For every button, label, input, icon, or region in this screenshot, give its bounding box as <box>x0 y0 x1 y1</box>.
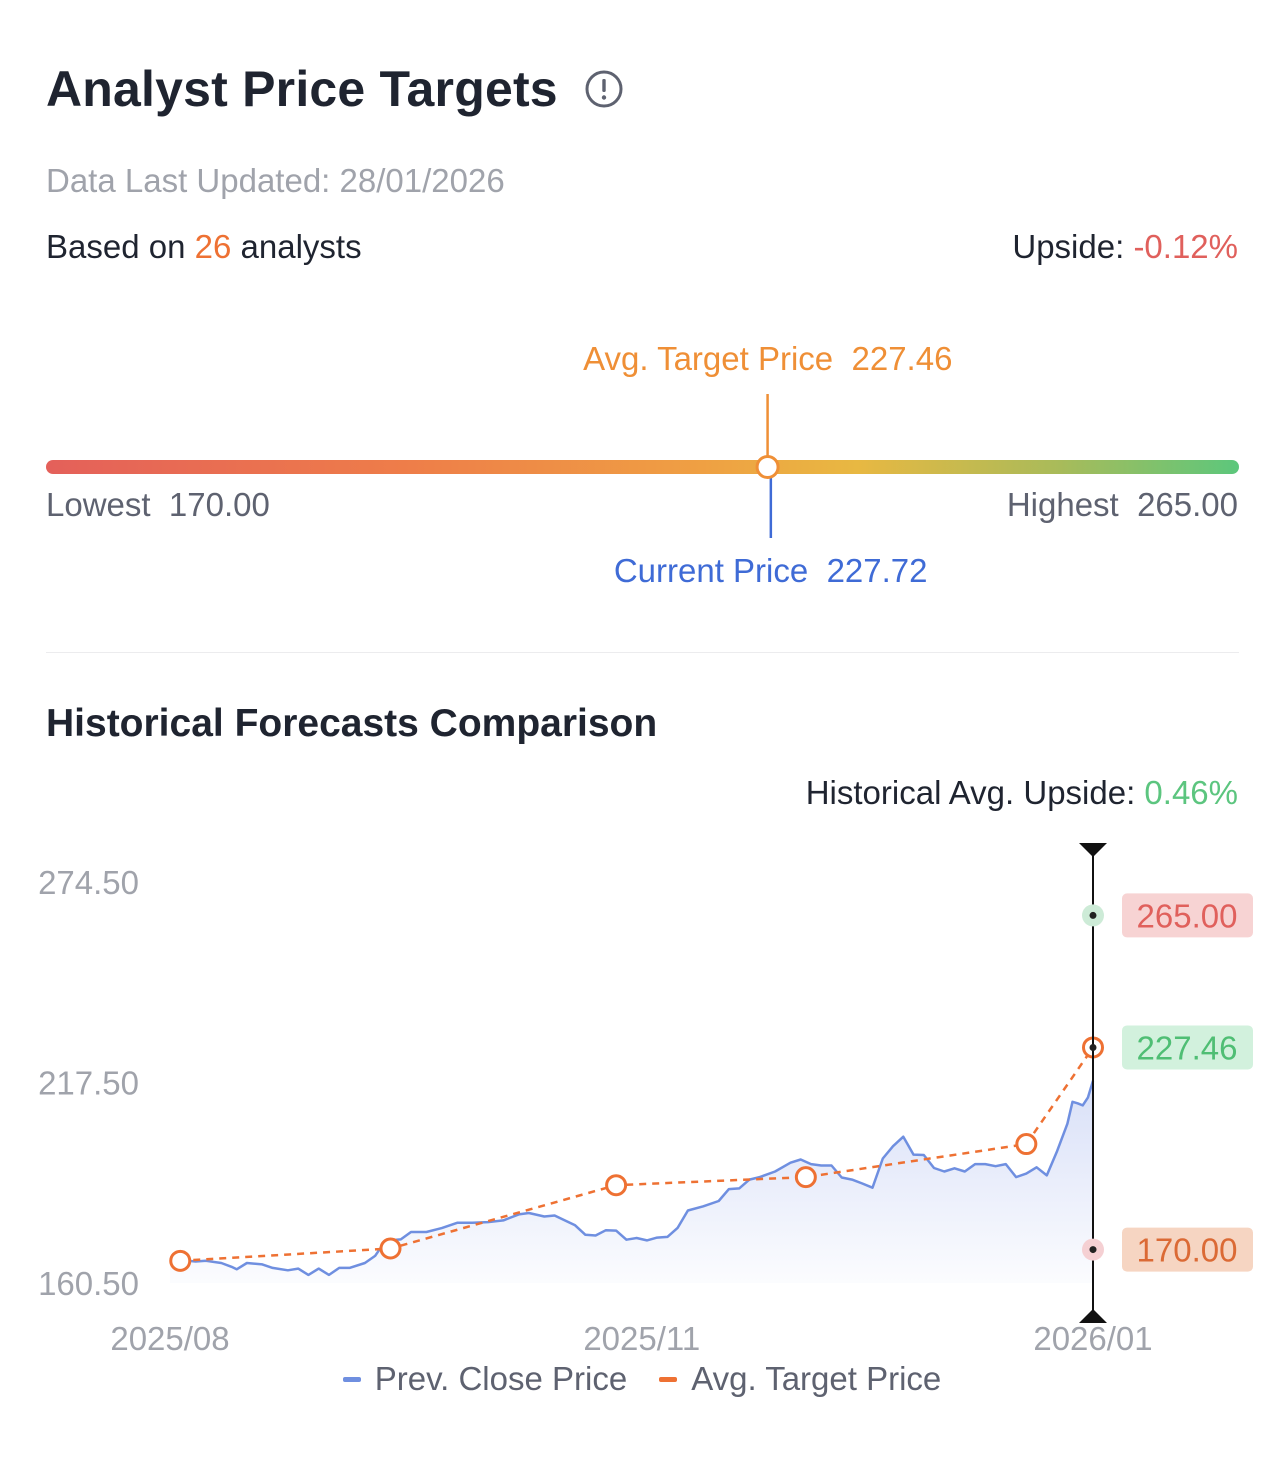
x-tick-label: 2025/11 <box>583 1320 700 1357</box>
page-title: Analyst Price Targets <box>46 61 558 117</box>
historical-section-title: Historical Forecasts Comparison <box>46 702 658 745</box>
avg-target-point[interactable] <box>1015 1133 1038 1156</box>
avg-target-label: Avg. Target Price 227.46 <box>583 340 952 378</box>
low-target-badge-text: 170.00 <box>1137 1232 1238 1269</box>
info-icon[interactable] <box>584 69 624 109</box>
title-row: Analyst Price Targets <box>46 60 624 118</box>
highest-target-label: Highest 265.00 <box>1007 486 1238 524</box>
section-divider <box>46 652 1239 653</box>
crosshair-top-handle[interactable] <box>1079 843 1107 857</box>
range-marker-dot-layer <box>755 455 780 479</box>
high-target-dot <box>1089 911 1097 919</box>
historical-upside-text: Historical Avg. Upside: 0.46% <box>806 774 1238 812</box>
lowest-value: 170.00 <box>168 486 270 523</box>
avg-target-latest-dot <box>1089 1043 1097 1051</box>
avg-target-point[interactable] <box>605 1174 628 1197</box>
analyst-count-text: Based on 26 analysts <box>46 228 362 266</box>
highest-value: 265.00 <box>1137 486 1238 523</box>
highest-title: Highest <box>1006 486 1119 523</box>
current-price-label: Current Price 227.72 <box>614 552 928 590</box>
last-updated-text: Data Last Updated: 28/01/2026 <box>46 162 505 199</box>
current-price-title: Current Price <box>613 552 809 589</box>
legend-swatch-prev-close <box>342 1376 361 1382</box>
close-price-area <box>170 1080 1093 1283</box>
lowest-target-label: Lowest 170.00 <box>46 486 270 524</box>
avg-target-point[interactable] <box>379 1237 402 1260</box>
avg-target-marker <box>755 455 780 479</box>
avg-target-title: Avg. Target Price <box>583 340 834 377</box>
avg-target-badge-bg <box>1122 1025 1253 1070</box>
y-tick-label: 160.50 <box>38 1265 139 1302</box>
upside-label: Upside: <box>1012 228 1134 265</box>
high-target-badge-bg <box>1122 893 1253 938</box>
chart-legend: Prev. Close Price Avg. Target Price <box>0 1360 1284 1398</box>
legend-label-prev-close: Prev. Close Price <box>374 1360 628 1397</box>
avg-target-badge-text: 227.46 <box>1137 1029 1238 1066</box>
x-tick-label: 2025/08 <box>110 1320 229 1357</box>
legend-item-prev-close[interactable]: Prev. Close Price <box>342 1360 628 1398</box>
crosshair-bottom-handle[interactable] <box>1079 1309 1107 1323</box>
based-suffix: analysts <box>231 228 362 265</box>
historical-upside-label: Historical Avg. Upside: <box>805 774 1145 811</box>
upside-text: Upside: -0.12% <box>1012 228 1238 266</box>
y-tick-label: 274.50 <box>38 864 139 901</box>
avg-target-line <box>180 1046 1095 1263</box>
upside-value: -0.12% <box>1133 228 1238 265</box>
avg-target-point[interactable] <box>794 1166 817 1189</box>
x-tick-label: 2026/01 <box>1033 1320 1152 1357</box>
low-target-badge-bg <box>1122 1227 1253 1272</box>
based-prefix: Based on <box>46 228 195 265</box>
historical-upside-value: 0.46% <box>1144 774 1238 811</box>
avg-target-value: 227.46 <box>851 340 953 377</box>
price-range-bar <box>46 460 1239 474</box>
close-price-line <box>169 1080 1095 1277</box>
avg-target-point[interactable] <box>169 1249 192 1272</box>
analyst-count: 26 <box>194 228 232 265</box>
y-tick-label: 217.50 <box>38 1065 139 1102</box>
legend-item-avg-target[interactable]: Avg. Target Price <box>659 1360 941 1398</box>
historical-forecast-chart[interactable]: 274.50 217.50 160.50 2025/08 2025/11 2026/01 2… <box>0 820 1284 1420</box>
legend-label-avg-target: Avg. Target Price <box>691 1360 942 1397</box>
current-price-value: 227.72 <box>826 552 928 589</box>
high-target-badge-text: 265.00 <box>1137 897 1238 934</box>
legend-swatch-avg-target <box>659 1376 678 1382</box>
lowest-title: Lowest <box>46 486 151 523</box>
low-target-dot <box>1089 1246 1097 1254</box>
